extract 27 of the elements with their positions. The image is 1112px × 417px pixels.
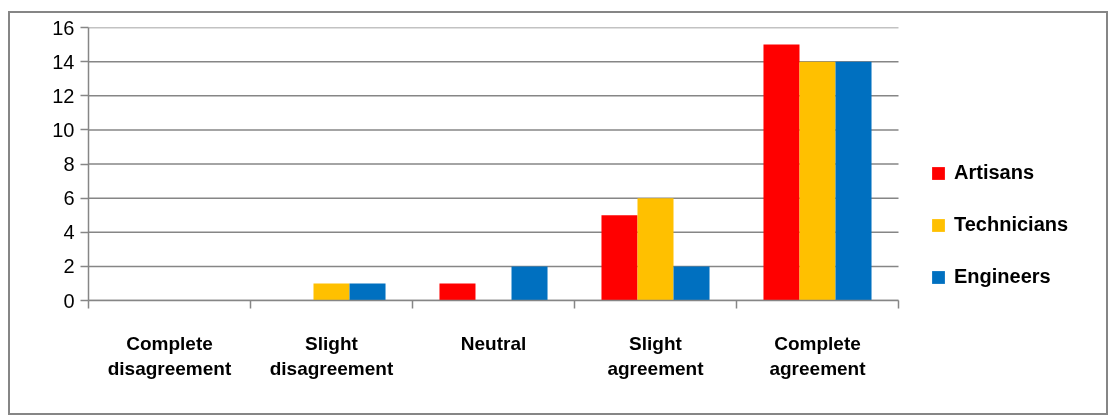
y-tick-label: 0 xyxy=(63,289,75,312)
bar xyxy=(349,283,386,301)
bar xyxy=(637,198,674,301)
y-tick-label: 6 xyxy=(63,187,75,210)
bar xyxy=(835,61,872,301)
x-tick-label: Complete agreement xyxy=(769,332,867,379)
y-tick-label: 2 xyxy=(63,255,75,278)
legend-label: Artisans xyxy=(954,161,1035,184)
y-tick-label: 10 xyxy=(52,118,75,141)
x-tick-label: Complete disagreement xyxy=(107,332,232,379)
legend-label: Technicians xyxy=(954,213,1069,236)
bar xyxy=(601,215,638,301)
x-tick-label: Slight disagreement xyxy=(269,332,394,379)
bar xyxy=(763,44,800,301)
bar xyxy=(799,61,836,301)
y-tick-label: 14 xyxy=(52,50,75,73)
y-tick-label: 12 xyxy=(52,84,75,107)
x-tick-label: Slight agreement xyxy=(607,332,705,379)
y-tick-label: 4 xyxy=(63,221,75,244)
legend-label: Engineers xyxy=(954,265,1051,288)
y-tick-label: 16 xyxy=(52,16,75,39)
bar xyxy=(439,283,476,301)
bar xyxy=(313,283,350,301)
x-tick-label: Neutral xyxy=(460,332,527,354)
y-tick-label: 8 xyxy=(63,153,75,175)
bar xyxy=(673,266,710,301)
bar xyxy=(511,266,548,301)
